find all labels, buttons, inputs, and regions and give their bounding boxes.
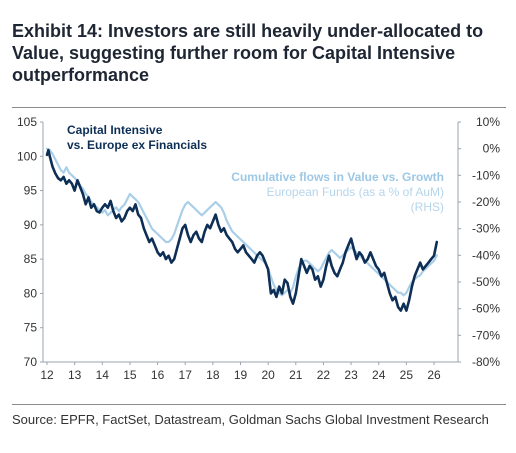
right-axis-ticks: -80% -70% -60% -50% -40% -30% -20% -10% 0% 10% <box>458 115 500 369</box>
right-tick-label: -60% <box>472 302 500 316</box>
x-tick-label: 18 <box>206 368 220 382</box>
x-tick-label: 23 <box>344 368 358 382</box>
source-note: Source: EPFR, FactSet, Datastream, Goldm… <box>12 412 489 427</box>
x-tick-label: 14 <box>96 368 110 382</box>
title-divider <box>12 107 506 108</box>
capital-intensive-label: Capital Intensive <box>67 123 163 137</box>
right-tick-label: -30% <box>472 222 500 236</box>
chart-axes <box>42 122 459 363</box>
exhibit-title: Exhibit 14: Investors are still heavily … <box>12 21 484 85</box>
right-tick-label: 10% <box>476 115 500 129</box>
x-tick-label: 25 <box>400 368 414 382</box>
x-tick-label: 13 <box>68 368 82 382</box>
value-growth-flows-label: (RHS) <box>411 200 444 214</box>
footer-divider <box>12 404 506 405</box>
right-tick-label: -20% <box>472 195 500 209</box>
left-tick-label: 75 <box>24 321 38 335</box>
value-growth-flows-label: European Funds (as a % of AuM) <box>267 185 444 199</box>
x-tick-label: 15 <box>123 368 137 382</box>
right-tick-label: -70% <box>472 328 500 342</box>
x-tick-label: 22 <box>317 368 331 382</box>
value-growth-flows-label: Cumulative flows in Value vs. Growth <box>231 170 444 184</box>
right-tick-label: -10% <box>472 168 500 182</box>
right-tick-label: -50% <box>472 275 500 289</box>
right-tick-label: 0% <box>483 142 501 156</box>
x-tick-label: 20 <box>261 368 275 382</box>
x-tick-label: 24 <box>372 368 386 382</box>
left-tick-label: 100 <box>17 149 37 163</box>
left-tick-label: 70 <box>24 355 38 369</box>
x-tick-label: 21 <box>289 368 303 382</box>
left-tick-label: 95 <box>24 184 38 198</box>
right-tick-label: -80% <box>472 355 500 369</box>
left-tick-label: 90 <box>24 218 38 232</box>
x-tick-label: 17 <box>179 368 193 382</box>
capital-intensive-label: vs. Europe ex Financials <box>67 138 207 152</box>
x-tick-label: 12 <box>40 368 54 382</box>
capital-intensive-line <box>45 148 439 312</box>
left-tick-label: 105 <box>17 115 37 129</box>
x-tick-label: 16 <box>151 368 165 382</box>
x-tick-label: 19 <box>234 368 248 382</box>
x-tick-label: 26 <box>427 368 441 382</box>
left-axis-ticks: 70 75 80 85 90 95 100 105 <box>17 115 43 369</box>
chart-series <box>45 147 439 312</box>
x-axis-ticks: 12 13 14 15 16 17 18 19 20 21 22 23 24 25 26 <box>40 362 441 382</box>
value-growth-flows-line <box>45 147 438 297</box>
left-tick-label: 80 <box>24 286 38 300</box>
left-tick-label: 85 <box>24 252 38 266</box>
right-tick-label: -40% <box>472 248 500 262</box>
